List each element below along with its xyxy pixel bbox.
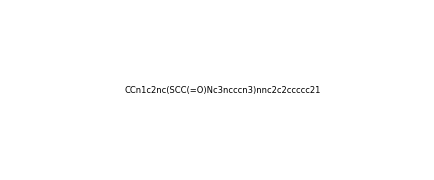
Text: CCn1c2nc(SCC(=O)Nc3ncccn3)nnc2c2ccccc21: CCn1c2nc(SCC(=O)Nc3ncccn3)nnc2c2ccccc21 [125,86,320,95]
